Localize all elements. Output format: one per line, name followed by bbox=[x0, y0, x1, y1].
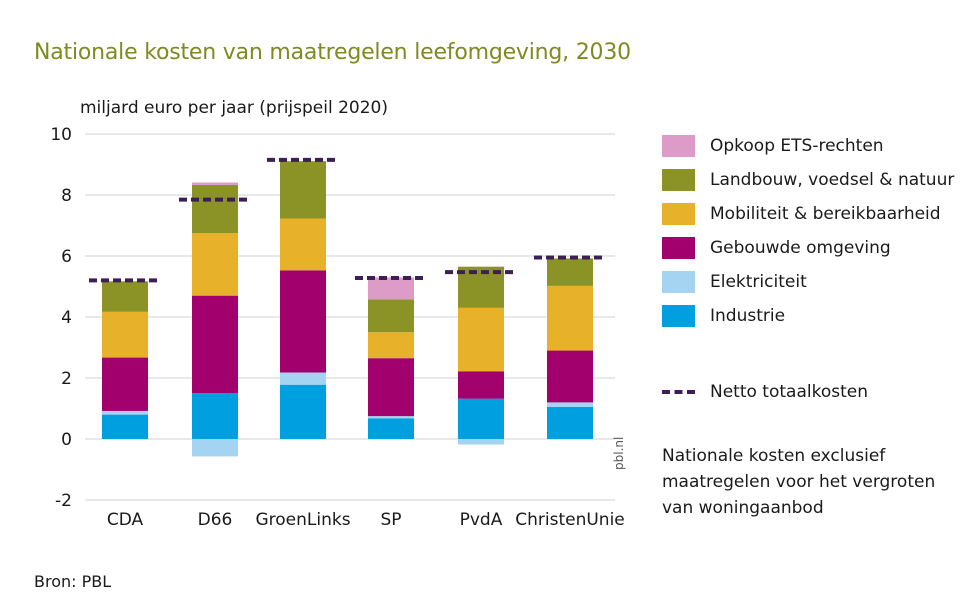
legend-swatch-gebouwde bbox=[662, 237, 695, 259]
legend-label-mobiliteit: Mobiliteit & bereikbaarheid bbox=[710, 204, 941, 224]
legend-swatch-opkoop bbox=[662, 135, 695, 157]
bar-segment bbox=[280, 372, 326, 385]
y-axis-label: miljard euro per jaar (prijspeil 2020) bbox=[80, 98, 388, 118]
bar-segment bbox=[192, 184, 238, 234]
legend-label-gebouwde: Gebouwde omgeving bbox=[710, 238, 891, 258]
netto-markers bbox=[89, 157, 606, 283]
legend-dash-netto bbox=[662, 390, 695, 394]
y-tick-label: -2 bbox=[55, 491, 72, 511]
bar-segment bbox=[102, 410, 148, 415]
bar-segment bbox=[547, 350, 593, 403]
bar-segment bbox=[192, 439, 238, 457]
x-tick-labels: CDA D66 GroenLinks SP PvdA ChristenUnie bbox=[107, 510, 625, 530]
bar-segment bbox=[458, 398, 504, 439]
x-tick-label: D66 bbox=[198, 510, 233, 530]
bar-segment bbox=[280, 161, 326, 219]
bar-segment bbox=[280, 270, 326, 373]
legend-label-elektriciteit: Elektriciteit bbox=[710, 272, 807, 292]
bar-segment bbox=[102, 357, 148, 411]
bar-segment bbox=[102, 311, 148, 358]
bar-segment bbox=[192, 182, 238, 185]
legend-label-netto: Netto totaalkosten bbox=[710, 382, 868, 402]
legend-swatch-landbouw bbox=[662, 169, 695, 191]
bar-segment bbox=[458, 307, 504, 372]
gridlines bbox=[85, 133, 615, 501]
bar-segment bbox=[368, 418, 414, 439]
x-tick-label: PvdA bbox=[460, 510, 503, 530]
y-tick-label: 4 bbox=[61, 308, 72, 328]
y-tick-label: 0 bbox=[61, 430, 72, 450]
watermark: pbl.nl bbox=[612, 436, 626, 470]
legend-swatch-mobiliteit bbox=[662, 203, 695, 225]
legend-item-opkoop: Opkoop ETS-rechten bbox=[662, 134, 884, 158]
source-label: Bron: PBL bbox=[34, 572, 112, 591]
bar-segment bbox=[192, 295, 238, 394]
legend-item-elektriciteit: Elektriciteit bbox=[662, 270, 807, 294]
legend-label-opkoop: Opkoop ETS-rechten bbox=[710, 136, 884, 156]
bar-segment bbox=[547, 402, 593, 407]
bar-segment bbox=[368, 299, 414, 333]
legend-item-mobiliteit: Mobiliteit & bereikbaarheid bbox=[662, 202, 941, 226]
chart-note: Nationale kosten exclusief maatregelen v… bbox=[662, 446, 936, 518]
bar-segment bbox=[368, 332, 414, 359]
y-tick-label: 2 bbox=[61, 369, 72, 389]
bar-segment bbox=[547, 258, 593, 286]
legend-item-netto: Netto totaalkosten bbox=[662, 380, 868, 404]
legend-label-landbouw: Landbouw, voedsel & natuur bbox=[710, 170, 955, 190]
bars bbox=[102, 161, 593, 457]
legend-item-gebouwde: Gebouwde omgeving bbox=[662, 236, 891, 260]
y-tick-labels: -2 0 2 4 6 8 10 bbox=[50, 125, 72, 511]
bar-segment bbox=[368, 358, 414, 417]
chart-title: Nationale kosten van maatregelen leefomg… bbox=[34, 40, 631, 65]
bar-segment bbox=[458, 439, 504, 445]
legend-label-industrie: Industrie bbox=[710, 306, 786, 326]
legend-item-landbouw: Landbouw, voedsel & natuur bbox=[662, 168, 954, 192]
y-tick-label: 8 bbox=[61, 186, 72, 206]
bar-segment bbox=[547, 406, 593, 439]
bar-segment bbox=[368, 277, 414, 300]
x-tick-label: SP bbox=[380, 510, 401, 530]
bar-segment bbox=[458, 371, 504, 399]
legend-swatch-industrie bbox=[662, 305, 695, 327]
bar-segment bbox=[192, 393, 238, 439]
x-tick-label: ChristenUnie bbox=[515, 510, 625, 530]
x-tick-label: GroenLinks bbox=[255, 510, 350, 530]
bar-segment bbox=[102, 281, 148, 312]
legend-swatch-elektriciteit bbox=[662, 271, 695, 293]
legend-item-industrie: Industrie bbox=[662, 304, 785, 328]
x-tick-label: CDA bbox=[107, 510, 144, 530]
y-tick-label: 6 bbox=[61, 247, 72, 267]
bar-segment bbox=[102, 414, 148, 439]
bar-segment bbox=[547, 285, 593, 351]
bar-segment bbox=[280, 384, 326, 439]
y-tick-label: 10 bbox=[50, 125, 72, 145]
bar-segment bbox=[368, 416, 414, 419]
bar-segment bbox=[280, 218, 326, 271]
bar-segment bbox=[192, 233, 238, 296]
